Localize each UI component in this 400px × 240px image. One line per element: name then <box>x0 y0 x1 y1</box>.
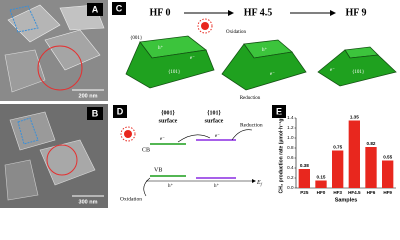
carrier: e⁻ <box>190 56 195 61</box>
surface-label: {101} <box>207 110 221 116</box>
facet-label: {101} <box>352 70 364 75</box>
value-label: 1.35 <box>350 115 359 120</box>
carrier: e⁻ <box>330 68 335 73</box>
panel-label: D <box>117 106 124 116</box>
x-tick-label: HF9 <box>383 190 392 195</box>
bar <box>365 147 377 188</box>
reduction-label: Reduction <box>240 96 261 101</box>
bar <box>332 150 344 188</box>
stage-label: HF 4.5 <box>244 7 273 18</box>
value-label: 0.82 <box>367 141 376 146</box>
x-tick-label: HF0 <box>317 190 326 195</box>
carrier: h⁺ <box>214 183 220 189</box>
facet-highlight <box>17 117 39 145</box>
panel-e: E 0.0 0.2 0.4 0.6 0.8 1.0 1.2 1.4 0.38 P25 0.15 HF0… <box>272 105 396 203</box>
surface-label: surface <box>205 118 224 124</box>
value-label: 0.55 <box>383 155 392 160</box>
y-tick-label: 0.8 <box>287 145 294 150</box>
facet-highlight <box>9 5 39 33</box>
crystal-side <box>125 41 215 89</box>
panel-b: B 300 nm <box>0 104 108 208</box>
figure: A 200 nm B 300 nm C HF 0 HF 4.5 HF 9 {00… <box>0 0 397 208</box>
oxidation-label: Oxidation <box>120 196 142 202</box>
carrier: h⁺ <box>168 183 174 189</box>
panel-a: A 200 nm <box>0 0 108 101</box>
y-tick-label: 1.2 <box>287 125 294 130</box>
panel-label: C <box>116 3 123 13</box>
oxidation-label: Oxidation <box>226 30 246 35</box>
sun <box>197 18 213 34</box>
y-tick-label: 1.4 <box>287 115 294 120</box>
reduction-label: Reduction <box>240 122 263 128</box>
transfer-arrow <box>177 134 211 143</box>
bar <box>315 180 327 188</box>
y-tick-label: 0.6 <box>287 155 294 160</box>
label-box <box>272 105 286 118</box>
surface-label: surface <box>159 118 178 124</box>
stage-label: HF 9 <box>345 7 366 18</box>
facet-label: {101} <box>168 70 180 75</box>
bar <box>348 120 360 188</box>
value-label: 0.15 <box>317 175 326 180</box>
oxidation-arrow <box>143 177 151 197</box>
x-tick-label: HF4.5 <box>348 190 361 195</box>
facet-label: {001} <box>130 36 142 41</box>
y-tick-label: 0.2 <box>287 175 294 180</box>
ef-sub: f <box>261 181 263 186</box>
y-tick-label: 1.0 <box>287 135 294 140</box>
panel-c: C HF 0 HF 4.5 HF 9 {001} {101} h⁺ e⁻ Oxi… <box>112 2 397 101</box>
panel-label: A <box>92 4 99 14</box>
carrier: e⁻ <box>160 137 165 142</box>
crystal <box>4 159 39 201</box>
label-box <box>113 105 127 118</box>
y-axis-label: CH₄ production rate (μmol·h⁻¹g⁻¹) <box>278 112 284 193</box>
bar <box>382 160 394 188</box>
crystal-side <box>221 43 307 91</box>
carrier: h⁺ <box>262 47 268 53</box>
value-label: 0.75 <box>333 145 342 150</box>
ef-main: E <box>256 180 261 186</box>
carrier: e⁻ <box>215 134 220 139</box>
value-label: 0.38 <box>300 163 309 168</box>
crystal <box>39 139 96 186</box>
y-tick-label: 0.0 <box>287 185 294 190</box>
crystal <box>4 49 46 93</box>
label-box <box>87 107 103 120</box>
carrier: h⁺ <box>158 45 164 51</box>
panel-label: E <box>276 106 282 116</box>
bar <box>298 169 310 188</box>
arrowhead <box>330 10 336 16</box>
crystal-side <box>317 49 397 87</box>
crystal <box>9 111 56 151</box>
x-tick-label: P25 <box>300 190 309 195</box>
arrowhead <box>228 10 234 16</box>
x-axis-label: Samples <box>335 197 358 203</box>
arrowhead <box>252 179 256 183</box>
label-box <box>112 2 126 15</box>
stage-label: HF 0 <box>149 7 170 18</box>
surface-label: {001} <box>161 110 175 116</box>
x-tick-label: HF3 <box>333 190 342 195</box>
reduction-arrow <box>231 129 253 141</box>
x-tick-label: HF6 <box>367 190 376 195</box>
highlight-circle <box>46 144 78 176</box>
vb-label: VB <box>154 167 162 173</box>
y-tick-label: 0.4 <box>287 165 294 170</box>
scale-label: 200 nm <box>79 93 98 99</box>
panel-label: B <box>92 108 99 118</box>
ef-label: Ef <box>256 180 263 186</box>
highlight-circle <box>37 45 83 91</box>
panel-d: D {001} surface {101} surface CB e⁻ e⁻ R… <box>113 105 263 202</box>
label-box <box>87 3 103 16</box>
carrier: e⁻ <box>270 72 275 77</box>
cb-label: CB <box>142 147 150 153</box>
scale-label: 300 nm <box>79 199 98 205</box>
sun <box>120 126 136 142</box>
